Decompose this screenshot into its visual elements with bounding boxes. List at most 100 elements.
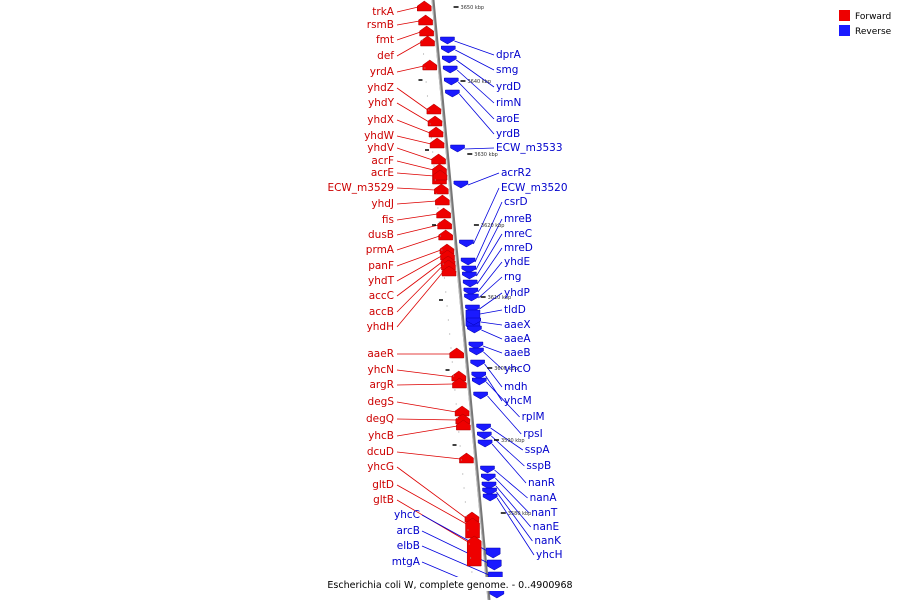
leader-line	[396, 20, 420, 26]
leader-line	[396, 255, 442, 282]
leader-line	[480, 321, 503, 326]
leader-line	[476, 233, 503, 277]
forward-gene-feature	[420, 35, 435, 47]
forward-gene-feature	[452, 377, 467, 389]
forward-gene-feature	[418, 14, 433, 26]
leader-line	[396, 119, 431, 134]
leader-line	[396, 271, 444, 328]
leader-line	[396, 31, 421, 41]
forward-gene-label: dusB	[368, 229, 394, 241]
forward-gene-label: yhdZ	[367, 82, 394, 94]
forward-gene-feature	[449, 347, 464, 359]
forward-gene-label: degQ	[366, 413, 394, 425]
forward-gene-feature	[454, 405, 470, 417]
caption-background	[330, 577, 572, 591]
forward-gene-label: acrE	[371, 167, 394, 179]
leader-line	[479, 292, 503, 310]
reverse-gene-feature	[445, 89, 460, 98]
reverse-gene-feature	[467, 325, 482, 334]
reverse-gene-label: yhcO	[504, 363, 531, 375]
reverse-gene-feature	[480, 465, 495, 474]
forward-gene-label: yrdA	[370, 66, 395, 78]
forward-gene-label: rsmB	[367, 19, 394, 31]
leader-line	[421, 545, 492, 577]
leader-line	[396, 87, 429, 111]
leader-line	[457, 81, 495, 120]
kbp-tick-label: 3610 kbp	[488, 295, 512, 301]
reverse-gene-label: nanT	[531, 507, 558, 519]
forward-gene-feature	[426, 103, 442, 115]
reverse-gene-feature	[441, 45, 456, 54]
reverse-gene-feature	[462, 279, 478, 288]
forward-gene-feature	[417, 0, 432, 12]
reverse-gene-label: ECW_m3533	[496, 142, 563, 154]
reverse-gene-feature	[468, 341, 484, 350]
forward-gene-label: accC	[369, 290, 394, 302]
reverse-gene-feature	[450, 144, 465, 153]
forward-gene-feature	[438, 229, 453, 241]
forward-gene-label: def	[377, 50, 394, 62]
leader-line	[455, 59, 495, 88]
reverse-gene-feature	[442, 65, 458, 74]
reverse-gene-feature	[480, 473, 496, 482]
forward-gene-label: yhcN	[368, 364, 395, 376]
kbp-tick-label: 3620 kbp	[481, 223, 505, 229]
leader-line	[483, 351, 503, 370]
leader-line	[396, 160, 434, 171]
leader-line	[396, 401, 457, 413]
kbp-tick-label: 3630 kbp	[474, 152, 498, 158]
forward-gene-label: yhdT	[368, 275, 395, 287]
forward-gene-label: yhdY	[368, 97, 395, 109]
reverse-gene-label: arcB	[397, 525, 421, 537]
reverse-gene-feature	[462, 271, 477, 280]
forward-gene-label: yhdV	[367, 142, 395, 154]
leader-line	[396, 187, 436, 191]
reverse-gene-label: yhcC	[394, 509, 420, 521]
reverse-gene-label: mreB	[504, 213, 532, 225]
gene-labels: trkArsmBfmtdefyrdAyhdZyhdYyhdXyhdWyhdVac…	[327, 6, 567, 568]
leader-line	[396, 135, 432, 145]
forward-gene-feature	[437, 218, 452, 230]
map-caption: Escherichia coli W, complete genome. - 0…	[327, 580, 572, 591]
leader-line	[485, 381, 520, 418]
reverse-gene-label: aaeB	[504, 347, 531, 359]
leader-line	[476, 247, 503, 285]
reverse-gene-label: mdh	[504, 381, 528, 393]
reverse-gene-label: smg	[496, 64, 518, 76]
forward-gene-feature	[459, 452, 474, 464]
leader-line	[396, 65, 424, 73]
genome-backbone-highlight	[431, 0, 489, 600]
forward-gene-label: gltD	[372, 479, 394, 491]
forward-gene-feature	[429, 137, 445, 149]
legend-reverse-swatch	[839, 25, 850, 36]
leader-line	[396, 235, 440, 251]
forward-gene-feature	[431, 153, 446, 165]
reverse-gene-label: yrdB	[496, 128, 520, 140]
forward-gene-label: aaeR	[367, 348, 394, 360]
reverse-gene-label: nanR	[528, 477, 555, 489]
leader-line	[455, 49, 495, 71]
reverse-gene-feature	[487, 559, 502, 571]
leader-line	[481, 329, 503, 340]
leader-line	[479, 309, 503, 315]
leader-line	[396, 265, 443, 313]
leader-line	[454, 40, 495, 56]
forward-gene-label: yhdJ	[371, 198, 394, 210]
leader-line	[475, 218, 503, 271]
leader-line	[494, 477, 530, 514]
leader-line	[491, 443, 527, 484]
forward-gene-feature	[427, 115, 443, 127]
forward-gene-feature	[456, 419, 471, 431]
leader-line	[396, 383, 454, 386]
leader-line	[396, 102, 430, 123]
reverse-gene-feature	[472, 377, 487, 386]
leader-line	[396, 451, 461, 460]
reverse-gene-feature	[482, 493, 498, 502]
leader-line	[496, 491, 533, 542]
reverse-gene-label: yhdE	[504, 256, 530, 268]
reverse-gene-label: nanK	[534, 535, 562, 547]
reverse-gene-feature	[453, 180, 469, 189]
label-leaders	[396, 6, 535, 593]
reverse-gene-label: rplM	[522, 411, 545, 423]
